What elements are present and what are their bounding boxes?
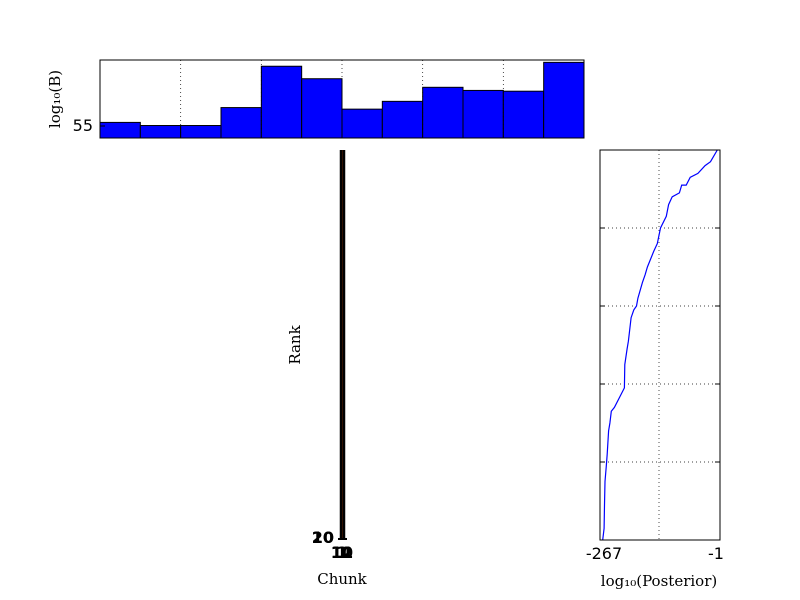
histogram-bar bbox=[99, 121, 141, 139]
rank-band bbox=[340, 150, 345, 539]
histogram-bar bbox=[139, 125, 182, 139]
posterior-panel: -267 -1 bbox=[586, 149, 724, 563]
histogram-bar bbox=[381, 100, 424, 139]
plot-frame bbox=[599, 149, 721, 541]
mid-ylabel: Rank bbox=[286, 324, 304, 364]
histogram-bar bbox=[543, 61, 585, 139]
mid-xlabel: Chunk bbox=[317, 570, 367, 588]
plot-frame bbox=[99, 59, 585, 139]
y-tick-label: 10 bbox=[312, 528, 334, 547]
histogram-bar bbox=[180, 125, 222, 139]
top-ylabel: log₁₀(B) bbox=[46, 70, 64, 128]
right-xlabel: log₁₀(Posterior) bbox=[601, 572, 717, 590]
histogram-bar bbox=[260, 65, 303, 139]
y-tick-label: 55 bbox=[73, 116, 93, 135]
histogram-bar bbox=[462, 89, 504, 139]
bayes-factor-histogram: 55 bbox=[73, 59, 585, 139]
x-tick-label: 12 bbox=[331, 543, 353, 562]
x-tick-label: -1 bbox=[708, 544, 724, 563]
y-tick-label: 20 bbox=[312, 528, 334, 547]
x-tick-label: 1 bbox=[336, 543, 347, 562]
x-tick-label: 11 bbox=[331, 543, 353, 562]
x-tick-label: -267 bbox=[586, 544, 622, 563]
histogram-bar bbox=[301, 78, 343, 139]
histogram-bar bbox=[220, 107, 262, 139]
x-tick-label: 10 bbox=[331, 543, 353, 562]
histogram-bar bbox=[422, 86, 464, 139]
posterior-line bbox=[602, 149, 718, 541]
histogram-bar bbox=[502, 90, 545, 139]
histogram-bar bbox=[341, 108, 383, 139]
